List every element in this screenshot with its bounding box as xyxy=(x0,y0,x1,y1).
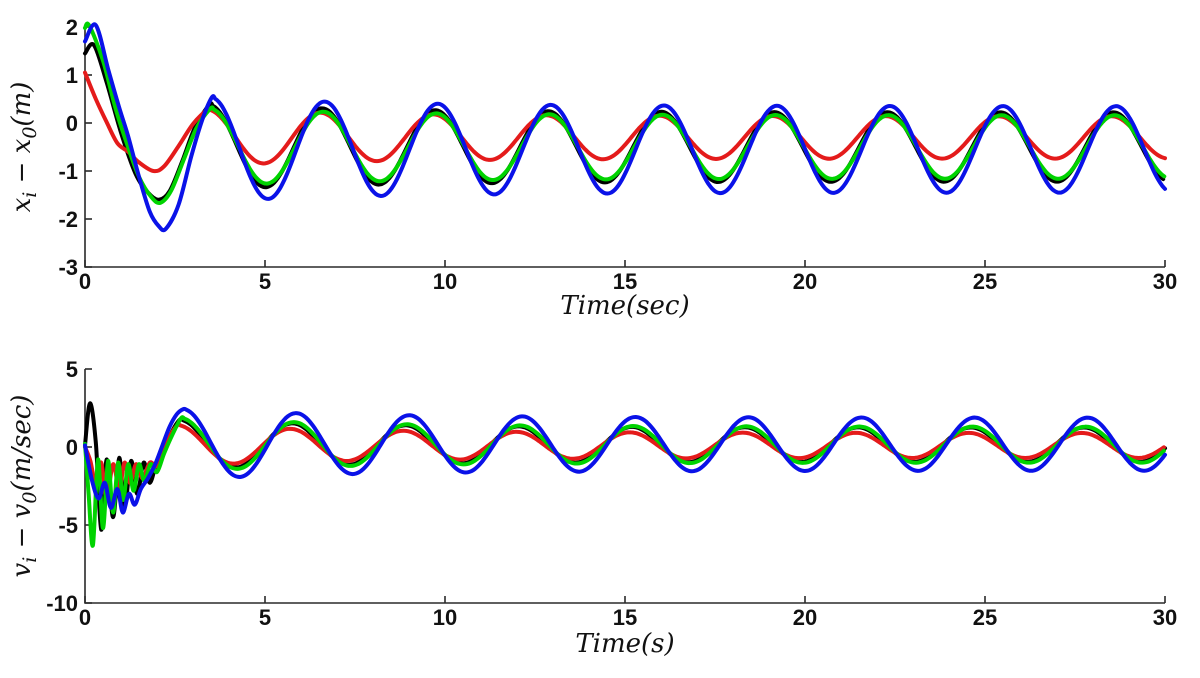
x-tick-label: 30 xyxy=(1153,605,1177,630)
axis-frame xyxy=(84,369,1165,604)
y-tick-label: -2 xyxy=(58,207,78,232)
series-follower-3-green xyxy=(83,21,1167,205)
x-tick-label: 0 xyxy=(79,269,91,294)
series-follower-4-blue xyxy=(83,22,1167,233)
y-tick-label: 0 xyxy=(66,111,78,136)
y-tick-label: 1 xyxy=(66,63,78,88)
x-axis-label: Time(s) xyxy=(575,629,674,659)
y-tick-label: -1 xyxy=(58,159,78,184)
x-tick-label: 15 xyxy=(613,269,637,294)
x-tick-label: 15 xyxy=(613,605,637,630)
x-tick-label: 25 xyxy=(973,605,997,630)
x-axis-label: Time(sec) xyxy=(560,291,689,321)
series-follower-2-red xyxy=(83,70,1167,174)
x-tick-label: 5 xyxy=(259,605,271,630)
x-tick-label: 10 xyxy=(433,269,457,294)
y-axis-label: vi​ − v0​(m/sec) xyxy=(7,395,41,578)
y-tick-label: 2 xyxy=(66,15,78,40)
y-tick-label: -3 xyxy=(58,255,78,280)
y-tick-label: 5 xyxy=(66,357,78,382)
x-tick-label: 10 xyxy=(433,605,457,630)
x-tick-label: 0 xyxy=(79,605,91,630)
x-tick-label: 30 xyxy=(1153,269,1177,294)
series-follower-2-red xyxy=(83,422,1166,501)
x-tick-label: 20 xyxy=(793,605,817,630)
y-tick-label: -5 xyxy=(58,513,78,538)
x-tick-label: 5 xyxy=(259,269,271,294)
y-tick-label: 0 xyxy=(66,435,78,460)
series-follower-4-blue xyxy=(83,406,1167,515)
series-follower-3-green xyxy=(83,415,1166,548)
y-axis-label: xi​ − x0​(m) xyxy=(7,82,41,213)
x-tick-label: 25 xyxy=(973,269,997,294)
velocity-error-plot: 0 5 10 15 20 25 30 5 0 -5 -10 Time(s) vi​ − v0​(m/se… xyxy=(7,357,1177,659)
y-tick-label: -10 xyxy=(46,591,78,616)
x-tick-label: 20 xyxy=(793,269,817,294)
